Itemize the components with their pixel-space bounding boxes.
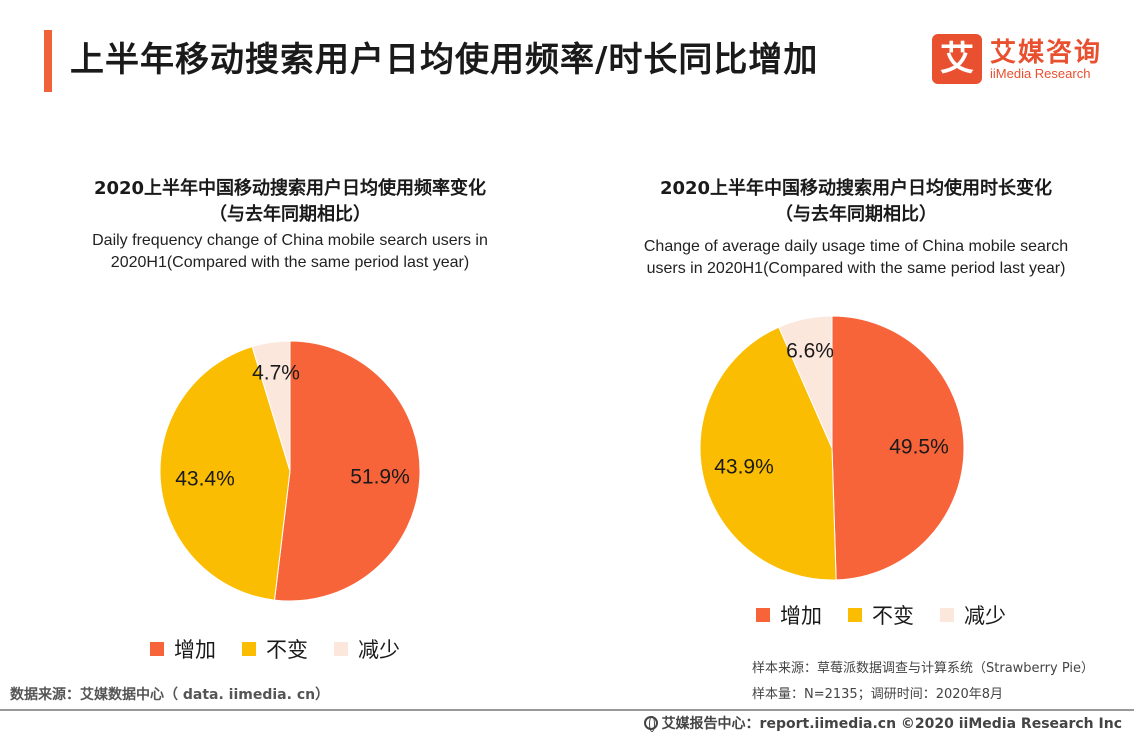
- legend-label-unchanged: 不变: [872, 604, 914, 628]
- legend-label-decrease: 减少: [964, 604, 1006, 628]
- data-source: 数据来源：艾媒数据中心（ data. iimedia. cn）: [10, 687, 330, 703]
- chart-title: 2020上半年中国移动搜索用户日均使用时长变化: [659, 178, 1053, 199]
- legend-item-unchanged: 不变: [242, 634, 308, 664]
- legend-swatch-unchanged: [242, 642, 256, 656]
- legend-swatch-increase: [756, 608, 770, 622]
- pie-slice-unchanged: [699, 326, 837, 581]
- legend: 增加 不变 减少: [756, 600, 1006, 630]
- pie-slice-increase: [273, 340, 421, 602]
- legend-label-increase: 增加: [174, 638, 216, 662]
- data-label-increase: 49.5%: [889, 436, 949, 459]
- chart-title-note: （与去年同期相比）: [209, 204, 371, 225]
- page-title: 上半年移动搜索用户日均使用频率/时长同比增加: [70, 40, 819, 80]
- legend-item-increase: 增加: [756, 600, 822, 630]
- chart-subtitle-line1: Daily frequency change of China mobile s…: [92, 232, 488, 249]
- data-label-unchanged: 43.9%: [714, 456, 774, 479]
- brand-logo: 艾 艾媒咨询 iiMedia Research: [932, 32, 1112, 88]
- pie-slice-decrease: [251, 340, 291, 472]
- usage-time-pie: 49.5% 43.9% 6.6%: [699, 315, 965, 581]
- globe-icon: [643, 716, 658, 732]
- frequency-change-chart: 2020上半年中国移动搜索用户日均使用频率变化 （与去年同期相比） Daily …: [60, 176, 520, 662]
- legend-swatch-increase: [150, 642, 164, 656]
- legend-item-unchanged: 不变: [848, 600, 914, 630]
- data-label-increase: 51.9%: [350, 466, 410, 489]
- usage-time-change-chart: 2020上半年中国移动搜索用户日均使用时长变化 （与去年同期相比） Change…: [596, 176, 1116, 656]
- sample-size: 样本量：N=2135；调研时间：2020年8月: [752, 687, 1004, 702]
- chart-title: 2020上半年中国移动搜索用户日均使用频率变化: [93, 178, 487, 199]
- logo-name-en: iiMedia Research: [990, 66, 1091, 81]
- legend: 增加 不变 减少: [150, 634, 400, 664]
- legend-label-increase: 增加: [780, 604, 822, 628]
- pie-slice-increase: [831, 315, 965, 581]
- chart-subtitle-line2: 2020H1(Compared with the same period las…: [110, 254, 470, 271]
- legend-swatch-decrease: [334, 642, 348, 656]
- legend-item-increase: 增加: [150, 634, 216, 664]
- frequency-pie: 51.9% 43.4% 4.7%: [159, 340, 421, 602]
- sample-source: 样本来源：草莓派数据调查与计算系统（Strawberry Pie）: [752, 661, 1094, 676]
- pie-slice-decrease: [778, 315, 833, 449]
- footer-divider: [0, 709, 1134, 711]
- pie-slice-unchanged: [159, 346, 291, 601]
- logo-name-cn: 艾媒咨询: [990, 38, 1103, 68]
- footer-text: 艾媒报告中心：report.iimedia.cn ©2020 iiMedia R…: [661, 716, 1122, 732]
- title-accent-bar: [44, 30, 52, 92]
- chart-subtitle-line2: users in 2020H1(Compared with the same p…: [646, 260, 1066, 277]
- legend-item-decrease: 减少: [334, 634, 400, 664]
- chart-subtitle-line1: Change of average daily usage time of Ch…: [643, 238, 1069, 255]
- legend-label-decrease: 减少: [358, 638, 400, 662]
- legend-item-decrease: 减少: [940, 600, 1006, 630]
- legend-label-unchanged: 不变: [266, 638, 308, 662]
- chart-title-note: （与去年同期相比）: [775, 204, 937, 225]
- data-label-decrease: 6.6%: [786, 340, 834, 363]
- data-label-decrease: 4.7%: [252, 362, 300, 385]
- footer: 艾媒报告中心：report.iimedia.cn ©2020 iiMedia R…: [643, 713, 1122, 733]
- legend-swatch-unchanged: [848, 608, 862, 622]
- data-label-unchanged: 43.4%: [175, 468, 235, 491]
- legend-swatch-decrease: [940, 608, 954, 622]
- logo-badge: 艾: [932, 34, 982, 84]
